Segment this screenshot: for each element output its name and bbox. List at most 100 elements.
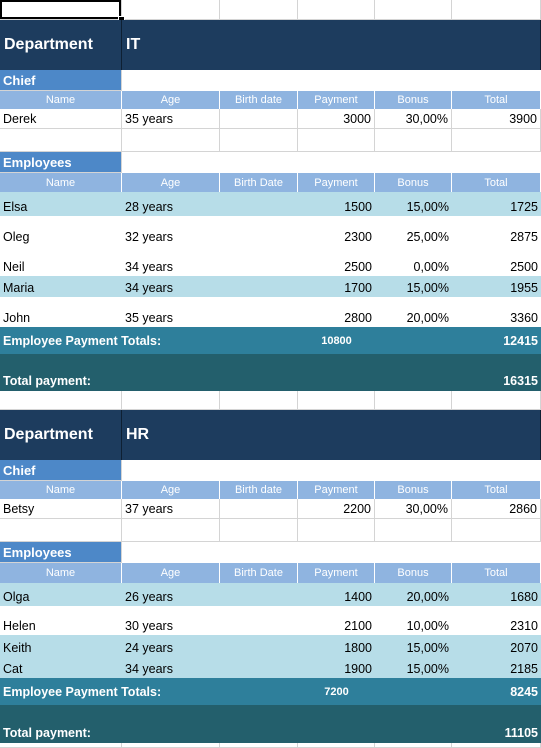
cell[interactable] <box>298 391 375 410</box>
employee-total[interactable]: 2875 <box>510 230 538 244</box>
cell[interactable] <box>220 743 298 748</box>
header-payment[interactable]: Payment <box>298 91 375 109</box>
employee-age[interactable]: 28 years <box>125 200 173 214</box>
header-age[interactable]: Age <box>122 91 220 109</box>
employee-age[interactable]: 35 years <box>125 311 173 325</box>
employee-bonus[interactable]: 15,00% <box>406 200 449 214</box>
employee-total[interactable]: 3360 <box>510 311 538 325</box>
header-birth-date[interactable]: Birth Date <box>220 173 298 192</box>
chief-name[interactable]: Derek <box>0 109 122 129</box>
cell[interactable] <box>452 129 541 152</box>
header-name[interactable]: Name <box>0 563 122 583</box>
employee-bonus[interactable]: 15,00% <box>406 641 449 655</box>
header-total[interactable]: Total <box>452 173 541 192</box>
employee-age[interactable]: 26 years <box>125 590 173 604</box>
employee-total[interactable]: 1725 <box>510 200 538 214</box>
chief-birth-date[interactable] <box>220 109 298 129</box>
cell[interactable] <box>452 0 541 20</box>
cell[interactable] <box>375 0 452 20</box>
cell[interactable] <box>220 0 298 20</box>
department-name[interactable]: IT <box>122 20 541 70</box>
cell[interactable] <box>375 743 452 748</box>
employee-birth-date[interactable] <box>220 192 298 216</box>
cell[interactable] <box>452 391 541 410</box>
chief-total[interactable]: 2860 <box>452 499 541 519</box>
header-birth-date[interactable]: Birth date <box>220 91 298 109</box>
total-payment-label[interactable]: Total payment: <box>3 374 91 388</box>
header-age[interactable]: Age <box>122 563 220 583</box>
department-name[interactable]: HR <box>122 410 541 460</box>
cell-a1[interactable] <box>0 0 122 20</box>
employee-name[interactable]: Helen <box>3 619 36 633</box>
cell[interactable] <box>452 743 541 748</box>
chief-bonus[interactable]: 30,00% <box>375 109 452 129</box>
header-payment[interactable]: Payment <box>298 173 375 192</box>
employee-payment[interactable]: 1400 <box>344 590 372 604</box>
chief-label[interactable]: Chief <box>0 70 122 91</box>
employee-total-sum[interactable]: 12415 <box>503 333 538 348</box>
cell[interactable] <box>452 519 541 542</box>
employee-name[interactable]: Maria <box>3 281 35 295</box>
employee-name[interactable]: Neil <box>3 260 25 274</box>
header-payment[interactable]: Payment <box>298 563 375 583</box>
active-cell-selection[interactable] <box>0 0 121 19</box>
header-age[interactable]: Age <box>122 481 220 499</box>
employee-name[interactable]: Olga <box>3 590 30 604</box>
employee-birth-date[interactable] <box>220 606 298 635</box>
chief-total[interactable]: 3900 <box>452 109 541 129</box>
cell[interactable] <box>220 519 298 542</box>
header-age[interactable]: Age <box>122 173 220 192</box>
header-birth-date[interactable]: Birth Date <box>220 563 298 583</box>
cell[interactable] <box>375 129 452 152</box>
employee-name[interactable]: Cat <box>3 662 23 676</box>
chief-payment[interactable]: 3000 <box>298 109 375 129</box>
header-name[interactable]: Name <box>0 91 122 109</box>
chief-bonus[interactable]: 30,00% <box>375 499 452 519</box>
chief-birth-date[interactable] <box>220 499 298 519</box>
cell[interactable] <box>375 519 452 542</box>
cell[interactable] <box>0 129 122 152</box>
employee-payment[interactable]: 1900 <box>344 662 372 676</box>
chief-payment[interactable]: 2200 <box>298 499 375 519</box>
total-payment-value[interactable]: 16315 <box>503 374 538 388</box>
employee-name[interactable]: Oleg <box>3 230 30 244</box>
header-name[interactable]: Name <box>0 481 122 499</box>
employees-label[interactable]: Employees <box>0 152 122 173</box>
employee-totals-label[interactable]: Employee Payment Totals: <box>3 684 162 699</box>
employees-label[interactable]: Employees <box>0 542 122 563</box>
cell[interactable] <box>122 391 220 410</box>
employee-total[interactable]: 2310 <box>510 619 538 633</box>
department-label[interactable]: Department <box>0 410 122 460</box>
header-payment[interactable]: Payment <box>298 481 375 499</box>
header-total[interactable]: Total <box>452 91 541 109</box>
employee-bonus[interactable]: 15,00% <box>406 662 449 676</box>
cell[interactable] <box>122 0 220 20</box>
employee-bonus[interactable]: 15,00% <box>406 281 449 295</box>
employee-bonus[interactable]: 25,00% <box>406 230 449 244</box>
employee-age[interactable]: 34 years <box>125 260 173 274</box>
header-bonus[interactable]: Bonus <box>375 563 452 583</box>
employee-bonus[interactable]: 10,00% <box>406 619 449 633</box>
employee-total-sum[interactable]: 8245 <box>510 684 538 699</box>
cell[interactable] <box>122 129 220 152</box>
employee-age[interactable]: 34 years <box>125 281 173 295</box>
cell[interactable] <box>375 391 452 410</box>
employee-bonus[interactable]: 20,00% <box>406 311 449 325</box>
employee-payment[interactable]: 1500 <box>344 200 372 214</box>
employee-age[interactable]: 24 years <box>125 641 173 655</box>
employee-total[interactable]: 2185 <box>510 662 538 676</box>
cell[interactable] <box>122 743 220 748</box>
header-total[interactable]: Total <box>452 481 541 499</box>
employee-name[interactable]: John <box>3 311 31 325</box>
cell[interactable] <box>0 391 122 410</box>
employee-birth-date[interactable] <box>220 635 298 657</box>
header-total[interactable]: Total <box>452 563 541 583</box>
cell[interactable] <box>122 519 220 542</box>
employee-birth-date[interactable] <box>220 583 298 606</box>
employee-totals-label[interactable]: Employee Payment Totals: <box>3 333 162 348</box>
cell[interactable] <box>220 391 298 410</box>
cell[interactable] <box>220 129 298 152</box>
employee-bonus[interactable]: 20,00% <box>406 590 449 604</box>
header-bonus[interactable]: Bonus <box>375 481 452 499</box>
employee-total[interactable]: 2500 <box>510 260 538 274</box>
